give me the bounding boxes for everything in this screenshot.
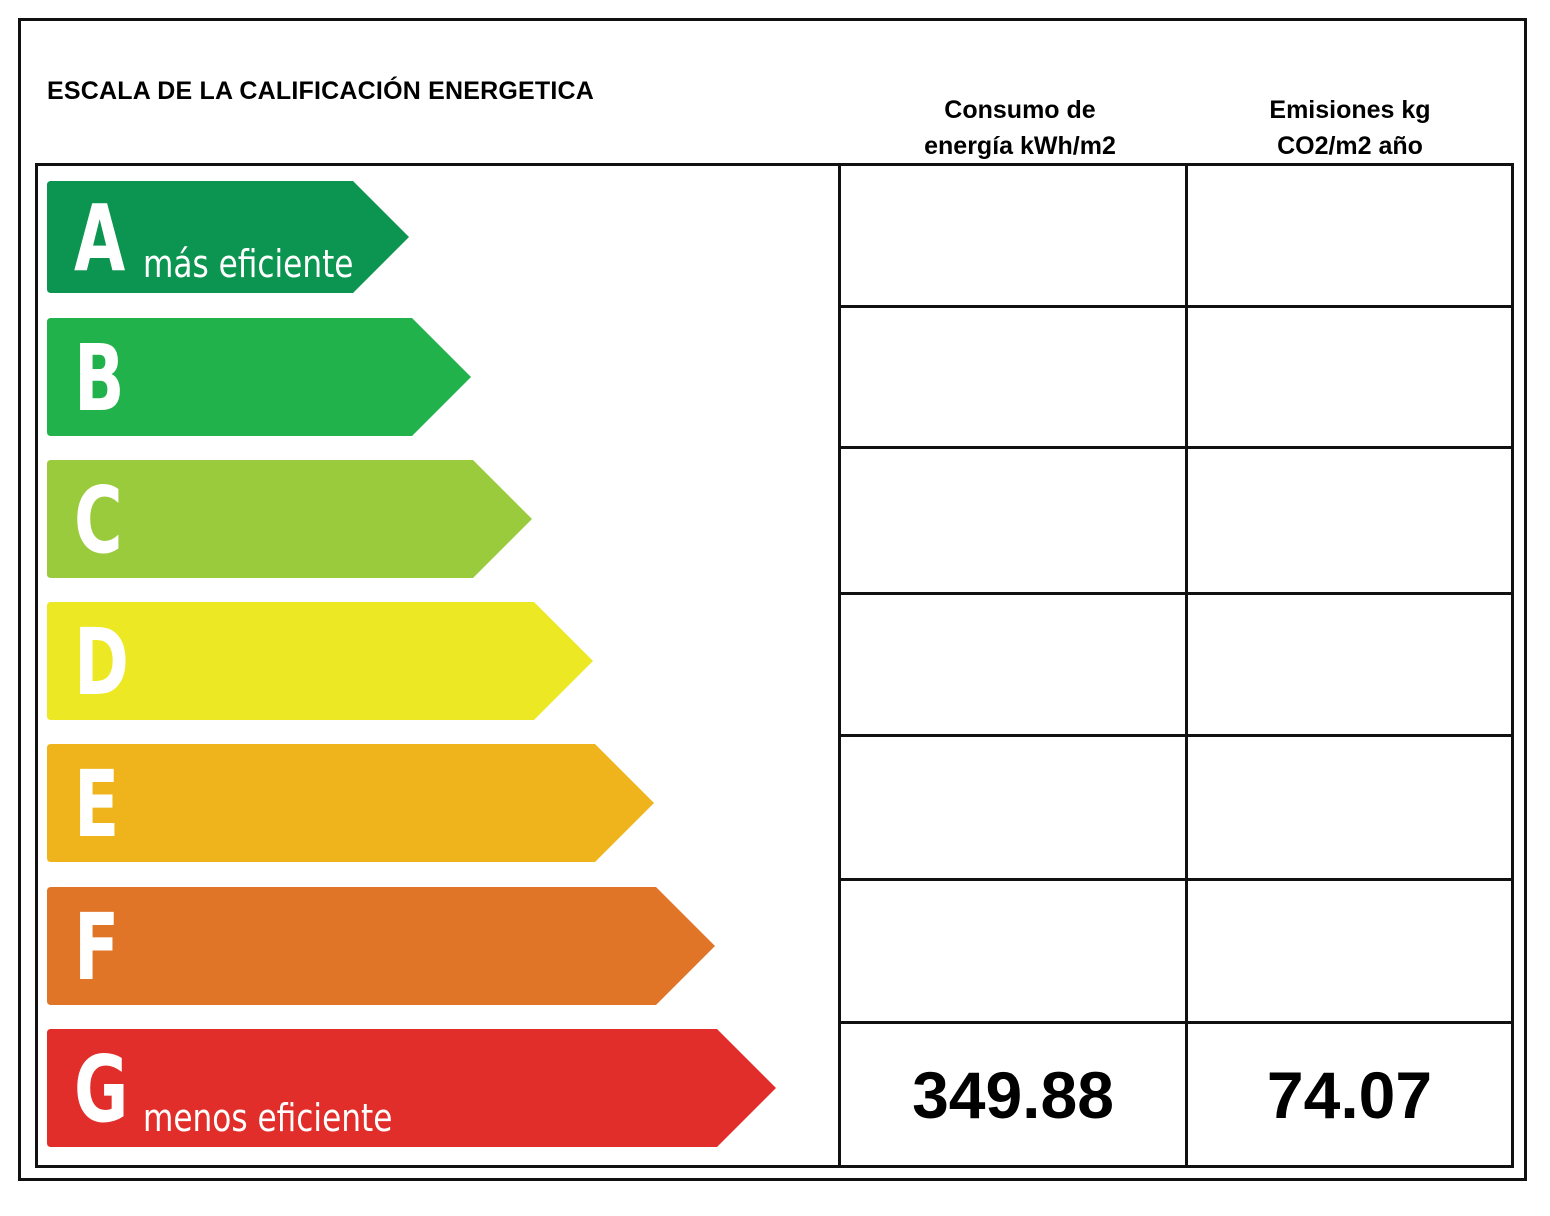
table-divider-right — [1185, 163, 1188, 1168]
table-divider-left — [838, 163, 841, 1168]
table-row-divider — [838, 592, 1514, 595]
rating-letter: E — [74, 751, 120, 858]
label-frame — [18, 18, 1527, 1181]
scale-title: ESCALA DE LA CALIFICACIÓN ENERGETICA — [47, 77, 595, 105]
energy-column-header: Consumo de energía kWh/m2 — [880, 92, 1160, 164]
energy-header-line2: energía kWh/m2 — [924, 132, 1116, 160]
emissions-value: 74.07 — [1266, 1058, 1433, 1132]
rating-letter: C — [74, 467, 123, 574]
rating-letter: D — [74, 609, 129, 716]
table-row-divider — [838, 734, 1514, 737]
rating-arrow-e: E — [47, 744, 654, 862]
table-row-divider — [838, 878, 1514, 881]
rating-letter: A — [74, 185, 126, 292]
rating-letter: B — [74, 325, 125, 432]
emissions-header-line1: Emisiones kg — [1269, 96, 1431, 124]
emissions-header-line2: CO2/m2 año — [1277, 132, 1423, 160]
rating-arrow-f: F — [47, 887, 715, 1005]
emissions-column-header: Emisiones kg CO2/m2 año — [1210, 92, 1490, 164]
rating-note: más eficiente — [143, 242, 354, 286]
energy-header-line1: Consumo de — [944, 96, 1096, 124]
rating-arrow-c: C — [47, 460, 532, 578]
rating-arrow-b: B — [47, 318, 471, 436]
rating-table — [35, 163, 1514, 1168]
table-row-divider — [838, 305, 1514, 308]
rating-letter: F — [74, 894, 120, 1001]
table-row-divider — [838, 1021, 1514, 1024]
rating-letter: G — [74, 1036, 129, 1143]
rating-arrow-d: D — [47, 602, 593, 720]
rating-note: menos eficiente — [143, 1096, 393, 1140]
energy-value: 349.88 — [912, 1058, 1114, 1132]
table-row-divider — [838, 446, 1514, 449]
